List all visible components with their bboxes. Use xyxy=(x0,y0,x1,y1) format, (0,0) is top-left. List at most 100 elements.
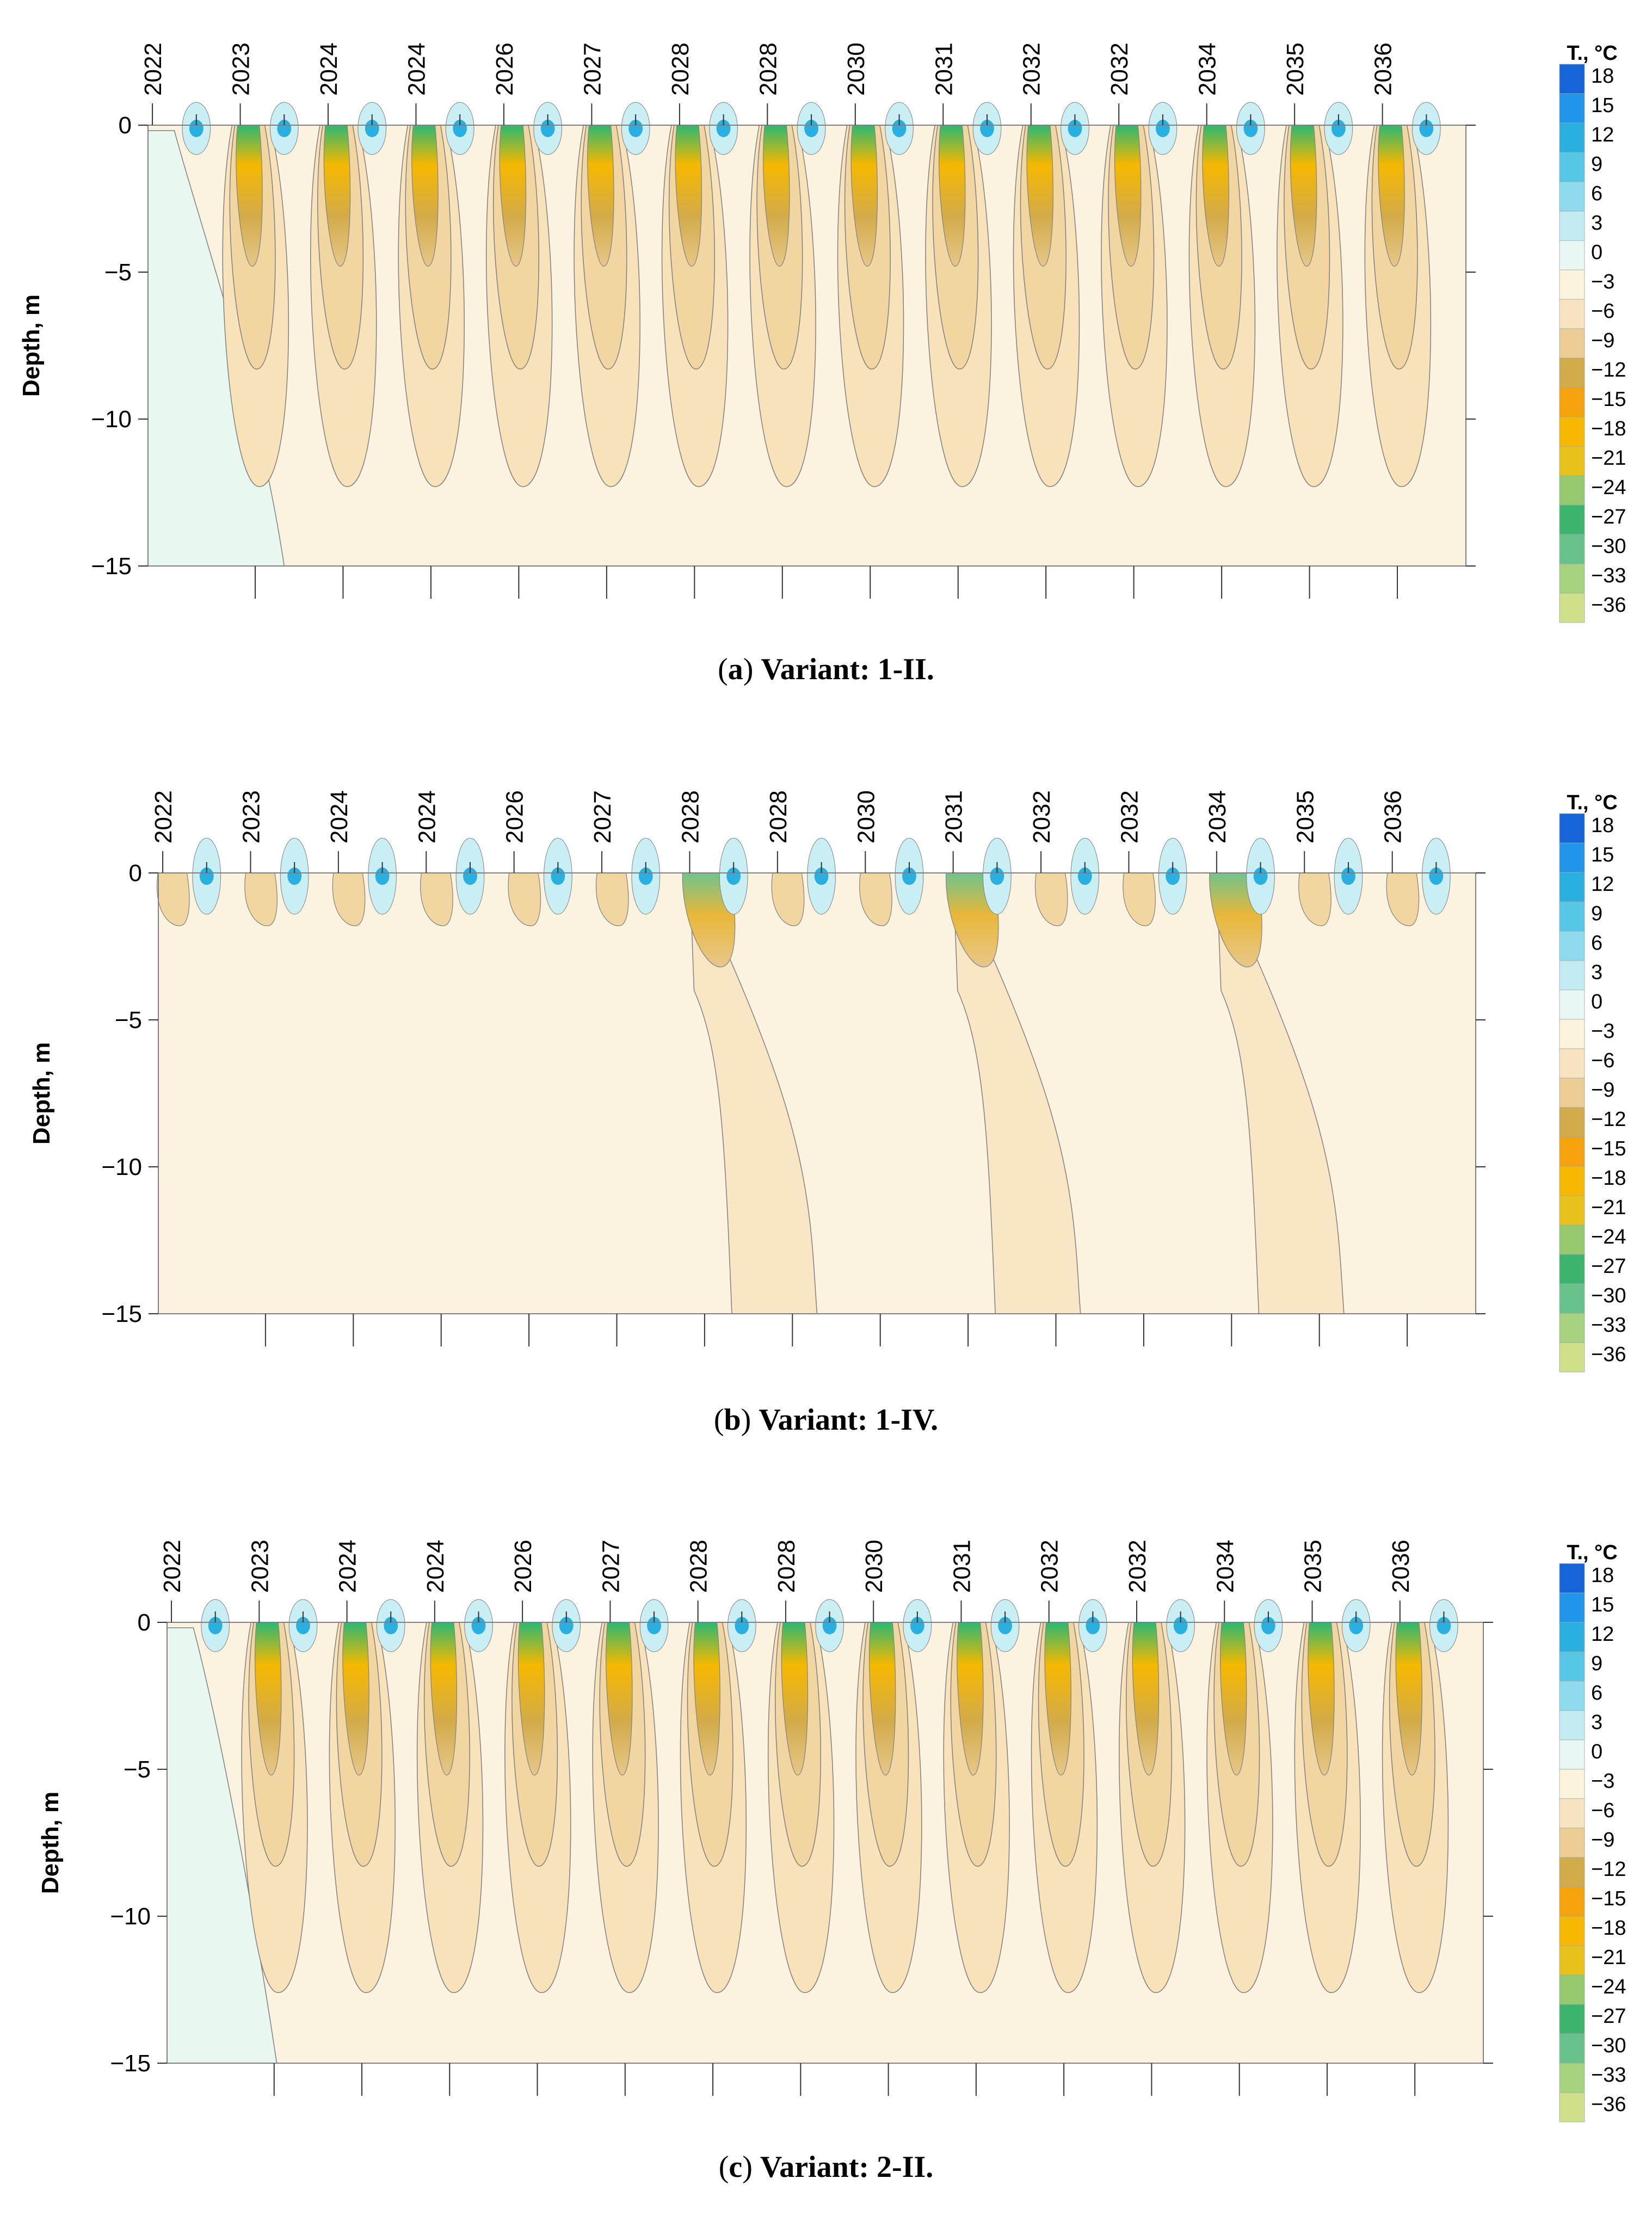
y-tick-label: −15 xyxy=(110,2050,151,2077)
summer-peak xyxy=(1173,1617,1188,1634)
freezing-core xyxy=(1220,1622,1247,1776)
seasonal-freeze xyxy=(1298,872,1332,926)
summer-peak xyxy=(540,120,555,137)
freezing-core xyxy=(323,125,351,267)
y-tick-label: −10 xyxy=(110,1903,151,1930)
y-tick-label: −10 xyxy=(91,406,132,433)
seasonal-freeze xyxy=(244,872,278,926)
colorbar-label: 18 xyxy=(1591,814,1614,837)
summer-peak xyxy=(208,1617,223,1634)
colorbar-label: −27 xyxy=(1591,1255,1626,1278)
colorbar-label: −33 xyxy=(1591,2064,1626,2087)
colorbar-label: −36 xyxy=(1591,1343,1626,1366)
year-label: 2026 xyxy=(491,42,518,96)
summer-peak xyxy=(814,867,829,885)
freezing-core xyxy=(850,125,878,267)
colorbar-label: 18 xyxy=(1591,65,1614,88)
colorbar-label: −36 xyxy=(1591,594,1626,617)
colorbar-label: 12 xyxy=(1591,124,1614,146)
colorbar-label: 15 xyxy=(1591,1593,1614,1616)
year-label: 2026 xyxy=(510,1540,537,1593)
y-axis-title: Depth, m xyxy=(28,1042,55,1145)
colorbar-label: −24 xyxy=(1591,1976,1626,1998)
colorbar-label: −33 xyxy=(1591,564,1626,587)
summer-peak xyxy=(980,120,994,137)
colorbar-swatch xyxy=(1559,211,1585,241)
freezing-core xyxy=(587,125,614,267)
colorbar-label: 9 xyxy=(1591,902,1602,925)
summer-peak xyxy=(1341,867,1355,885)
seasonal-freeze xyxy=(1034,872,1068,926)
colorbar-swatch xyxy=(1559,152,1585,182)
summer-peak xyxy=(453,120,467,137)
colorbar-swatch xyxy=(1559,901,1585,932)
colorbar-swatch xyxy=(1559,504,1585,535)
colorbar-swatch xyxy=(1559,2063,1585,2093)
colorbar-swatch xyxy=(1559,1622,1585,1652)
year-label: 2027 xyxy=(579,42,606,96)
year-label: 2036 xyxy=(1380,790,1407,844)
colorbar-swatch xyxy=(1559,358,1585,388)
seasonal-freeze xyxy=(1386,872,1420,926)
colorbar-swatch xyxy=(1559,122,1585,153)
colorbar-swatch xyxy=(1559,1710,1585,1740)
freezing-core xyxy=(693,1622,720,1776)
colorbar-label: 9 xyxy=(1591,1652,1602,1675)
colorbar-label: 18 xyxy=(1591,1564,1614,1587)
colorbar-swatch xyxy=(1559,1313,1585,1343)
year-label: 2030 xyxy=(843,42,870,96)
freezing-core xyxy=(1378,125,1405,267)
year-label: 2028 xyxy=(686,1540,712,1593)
freezing-core xyxy=(236,125,263,267)
summer-peak xyxy=(804,120,818,137)
colorbar-label: −6 xyxy=(1591,1799,1614,1822)
summer-peak xyxy=(735,1617,749,1634)
colorbar-label: −21 xyxy=(1591,1946,1626,1969)
summer-peak xyxy=(716,120,731,137)
colorbar-swatch xyxy=(1559,64,1585,94)
colorbar-swatch xyxy=(1559,2033,1585,2064)
colorbar-label: −18 xyxy=(1591,1167,1626,1190)
year-label: 2022 xyxy=(150,790,177,844)
freezing-core xyxy=(957,1622,984,1776)
year-label: 2022 xyxy=(140,42,167,96)
freezing-core xyxy=(675,125,702,267)
freezing-core xyxy=(1290,125,1317,267)
colorbar-label: −9 xyxy=(1591,1829,1614,1851)
colorbar-swatch xyxy=(1559,1974,1585,2005)
colorbar-label: −30 xyxy=(1591,2034,1626,2057)
freezing-core xyxy=(1308,1622,1335,1776)
colorbar-swatch xyxy=(1559,813,1585,844)
summer-peak xyxy=(1068,120,1082,137)
freezing-core xyxy=(1044,1622,1071,1776)
year-label: 2031 xyxy=(941,790,967,844)
colorbar-swatch xyxy=(1559,842,1585,873)
colorbar-swatch xyxy=(1559,240,1585,270)
deep-freezing-band xyxy=(689,872,818,1314)
y-tick-label: −5 xyxy=(104,259,132,286)
colorbar-label: 6 xyxy=(1591,932,1602,955)
colorbar-label: −6 xyxy=(1591,1049,1614,1072)
colorbar-label: 12 xyxy=(1591,873,1614,896)
seasonal-freeze xyxy=(771,872,805,926)
colorbar-swatch xyxy=(1559,989,1585,1020)
summer-peak xyxy=(559,1617,574,1634)
y-tick-label: −10 xyxy=(101,1154,142,1180)
freezing-core xyxy=(255,1622,282,1776)
year-label: 2028 xyxy=(667,42,694,96)
colorbar-label: −27 xyxy=(1591,2005,1626,2028)
colorbar-swatch xyxy=(1559,1048,1585,1079)
year-label: 2028 xyxy=(765,790,792,844)
freezing-core xyxy=(781,1622,809,1776)
freezing-core xyxy=(1132,1622,1160,1776)
summer-peak xyxy=(1086,1617,1100,1634)
deep-freezing-band xyxy=(1216,872,1345,1314)
colorbar-label: −15 xyxy=(1591,1137,1626,1160)
summer-peak xyxy=(1243,120,1258,137)
year-label: 2023 xyxy=(238,790,264,844)
plot-frame xyxy=(158,872,1476,1314)
summer-peak xyxy=(296,1617,310,1634)
seasonal-freeze xyxy=(859,872,892,926)
y-tick-label: 0 xyxy=(119,112,132,139)
year-label: 2031 xyxy=(948,1540,975,1593)
